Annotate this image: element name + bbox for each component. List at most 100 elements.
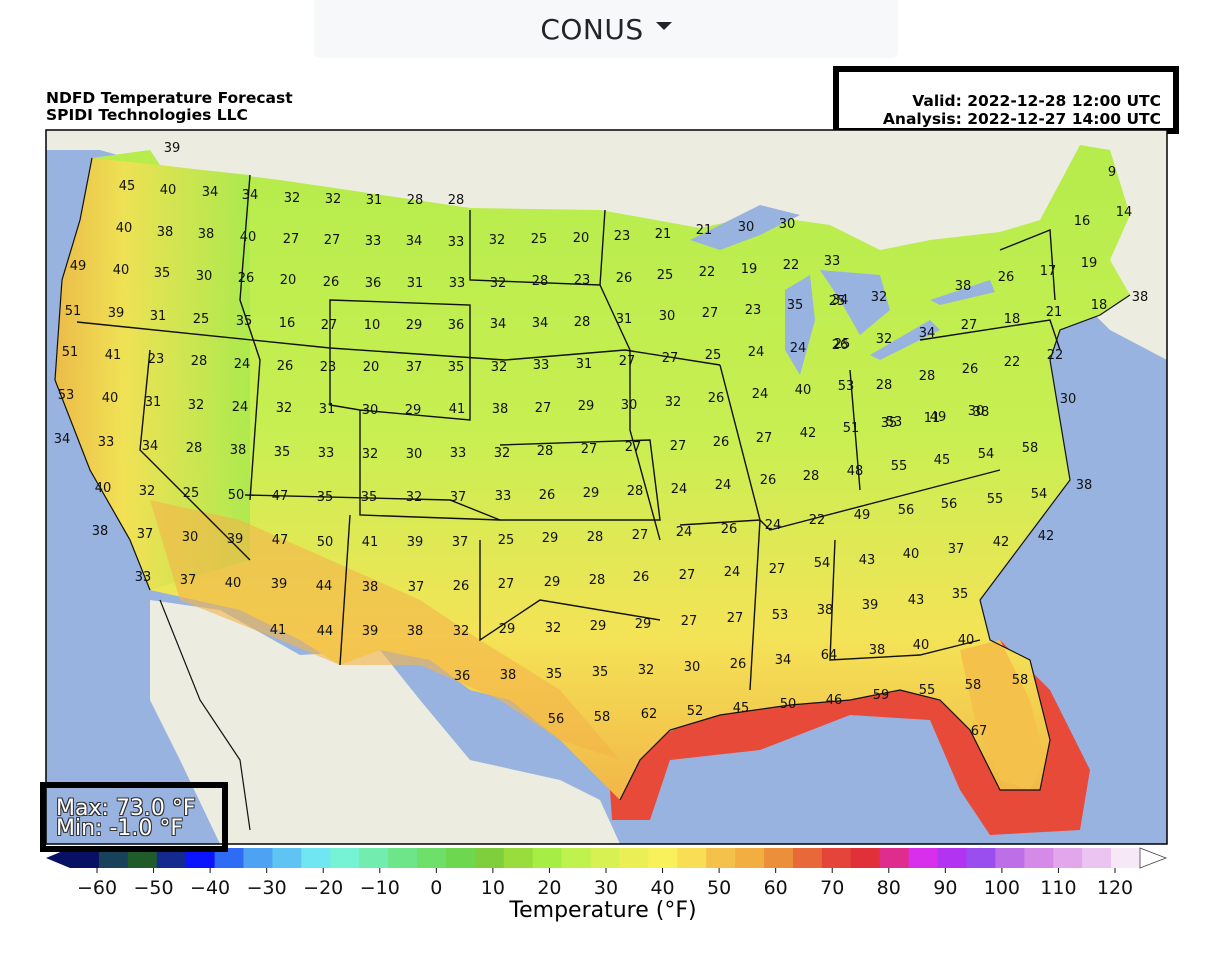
temperature-value-label: 37	[406, 360, 423, 375]
temperature-value-label: 35	[274, 445, 291, 460]
temperature-value-label: 33	[98, 435, 115, 450]
temperature-value-label: 40	[903, 547, 920, 562]
temperature-value-label: 29	[406, 318, 423, 333]
temperature-value-label: 22	[1004, 355, 1021, 370]
temperature-value-label: 24	[234, 357, 251, 372]
colorbar-swatch	[127, 848, 158, 868]
colorbar-swatch	[792, 848, 823, 868]
temperature-value-label: 26	[323, 275, 340, 290]
colorbar-label: Temperature (°F)	[509, 898, 697, 923]
temperature-value-label: 50	[780, 697, 797, 712]
temperature-value-label: 23	[614, 229, 631, 244]
max-temp: Max: 73.0 °F	[56, 796, 196, 821]
temperature-value-label: 38	[817, 603, 834, 618]
temperature-value-label: 35	[546, 667, 563, 682]
temperature-value-label: 39	[108, 306, 125, 321]
temperature-value-label: 27	[662, 351, 679, 366]
map-title-line1: NDFD Temperature Forecast	[46, 89, 293, 107]
temperature-value-label: 35	[952, 587, 969, 602]
temperature-value-label: 32	[871, 290, 888, 305]
temperature-value-label: 51	[843, 421, 860, 436]
temperature-value-label: 9	[1108, 165, 1116, 180]
temperature-value-label: 35	[317, 490, 334, 505]
florida-land	[960, 640, 1045, 790]
temperature-value-label: 24	[671, 482, 688, 497]
temperature-value-label: 29	[583, 486, 600, 501]
temperature-value-label: 31	[319, 402, 336, 417]
region-dropdown[interactable]: CONUS	[314, 0, 898, 58]
map-frame	[45, 129, 1168, 845]
temperature-value-label: 26	[238, 271, 255, 286]
temperature-value-label: 23	[148, 352, 165, 367]
colorbar-tick-label: −40	[190, 877, 230, 899]
temperature-value-label: 38	[1076, 478, 1093, 493]
temperature-value-label: 24	[715, 478, 732, 493]
temperature-value-label: 32	[490, 276, 507, 291]
temperature-value-label: 38	[955, 279, 972, 294]
temperature-value-label: 26	[616, 271, 633, 286]
temperature-value-label: 35	[787, 298, 804, 313]
temperature-value-label: 32	[188, 398, 205, 413]
temperature-value-label: 33	[449, 276, 466, 291]
colorbar-tick-label: 10	[481, 877, 505, 899]
temperature-value-label: 27	[619, 354, 636, 369]
temperature-value-label: 58	[594, 710, 611, 725]
colorbar-swatch	[98, 848, 129, 868]
temperature-value-label: 33	[533, 358, 550, 373]
colorbar-swatch	[821, 848, 852, 868]
colorbar-tick-label: 20	[537, 877, 561, 899]
temperature-value-label: 33	[448, 235, 465, 250]
temperature-value-label: 32	[491, 360, 508, 375]
temperature-value-label: 34	[242, 188, 259, 203]
temperature-value-label: 28	[191, 354, 208, 369]
temperature-value-label: 54	[978, 447, 995, 462]
temperature-value-label: 38	[973, 405, 990, 420]
temperature-value-label: 25	[531, 232, 548, 247]
temperature-value-label: 20	[363, 360, 380, 375]
temperature-value-label: 24	[724, 565, 741, 580]
temperature-value-label: 26	[760, 473, 777, 488]
temperature-value-label: 32	[489, 233, 506, 248]
temperature-value-label: 38	[1132, 290, 1149, 305]
temperature-value-label: 25	[829, 294, 846, 309]
temperature-value-label: 51	[62, 345, 79, 360]
temperature-value-label: 38	[230, 443, 247, 458]
colorbar-swatch	[417, 848, 447, 868]
temperature-value-label: 25	[657, 268, 674, 283]
temperature-value-label: 33	[824, 254, 841, 269]
temperature-value-label: 24	[676, 525, 693, 540]
temperature-value-label: 44	[317, 624, 334, 639]
temperature-value-label: 43	[908, 593, 925, 608]
temperature-value-label: 32	[494, 446, 511, 461]
colorbar-tick-label: −10	[360, 877, 400, 899]
temperature-value-label: 37	[408, 580, 425, 595]
temperature-value-label: 28	[589, 573, 606, 588]
temperature-value-label: 55	[987, 492, 1004, 507]
min-temp: Min: -1.0 °F	[56, 816, 184, 841]
temperature-value-label: 50	[317, 535, 334, 550]
colorbar-swatch	[1111, 848, 1141, 868]
temperature-value-label: 20	[280, 273, 297, 288]
temperature-value-label: 33	[495, 489, 512, 504]
temperature-value-label: 38	[362, 580, 379, 595]
temperature-value-label: 42	[800, 426, 817, 441]
temperature-value-label: 42	[993, 535, 1010, 550]
temperature-value-label: 28	[532, 274, 549, 289]
temperature-value-label: 34	[406, 234, 423, 249]
temperature-value-label: 24	[752, 387, 769, 402]
temperature-value-label: 26	[277, 359, 294, 374]
colorbar-swatch	[532, 848, 563, 868]
temperature-value-label: 30	[406, 447, 423, 462]
temperature-value-label: 38	[407, 624, 424, 639]
temperature-value-label: 46	[826, 693, 843, 708]
temperature-value-label: 30	[968, 404, 985, 419]
temperature-value-label: 39	[362, 624, 379, 639]
colorbar-tick-label: 70	[820, 877, 844, 899]
temperature-value-label: 28	[407, 193, 424, 208]
temperature-value-label: 40	[113, 263, 130, 278]
valid-time: Valid: 2022-12-28 12:00 UTC	[912, 92, 1161, 110]
temperature-value-label: 27	[681, 614, 698, 629]
colorbar-tick-label: 0	[430, 877, 442, 899]
temperature-value-label: 54	[814, 556, 831, 571]
temperature-value-label: 53	[772, 608, 789, 623]
